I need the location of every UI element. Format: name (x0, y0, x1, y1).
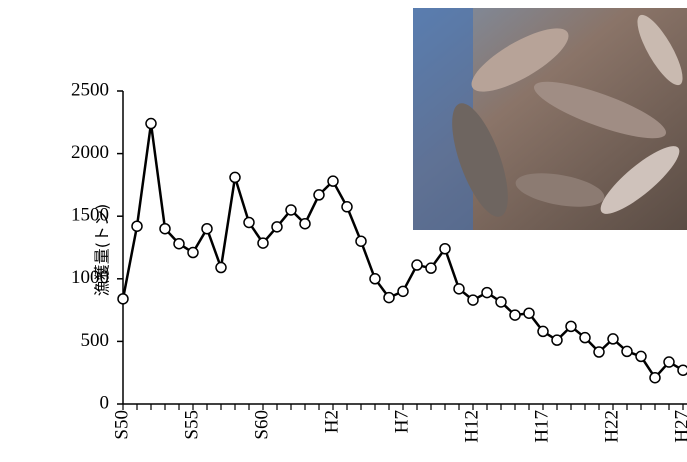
data-point (426, 263, 436, 273)
data-point (118, 294, 128, 304)
page: {"chart_data": {"type": "line", "y_label… (0, 0, 687, 462)
y-tick-label: 2000 (71, 142, 109, 163)
data-point (468, 295, 478, 305)
data-point (230, 172, 240, 182)
data-point (216, 263, 226, 273)
data-point (622, 346, 632, 356)
data-point (384, 293, 394, 303)
data-point (594, 347, 604, 357)
data-point (314, 190, 324, 200)
data-point (636, 351, 646, 361)
data-point (370, 274, 380, 284)
data-point (440, 244, 450, 254)
x-tick-label: H27 (671, 410, 687, 443)
data-point (678, 365, 687, 375)
data-point (608, 334, 618, 344)
y-tick-label: 500 (81, 330, 110, 351)
data-point (244, 217, 254, 227)
data-point (524, 308, 534, 318)
y-tick-label: 1000 (71, 267, 109, 288)
data-point (342, 202, 352, 212)
data-point (146, 119, 156, 129)
data-point (482, 288, 492, 298)
y-tick-label: 2500 (71, 79, 109, 100)
data-point (160, 224, 170, 234)
data-point (510, 310, 520, 320)
data-point (300, 219, 310, 229)
y-tick-label: 1500 (71, 205, 109, 226)
x-tick-label: H22 (601, 410, 622, 443)
data-point (580, 333, 590, 343)
data-point (132, 221, 142, 231)
x-tick-label: S50 (111, 410, 132, 440)
x-tick-label: S60 (251, 410, 272, 440)
y-tick-label: 0 (100, 392, 110, 413)
data-point (412, 260, 422, 270)
x-tick-label: S55 (181, 410, 202, 440)
data-point (258, 238, 268, 248)
data-point (398, 286, 408, 296)
data-point (496, 297, 506, 307)
data-point (174, 239, 184, 249)
data-point (664, 357, 674, 367)
data-point (356, 236, 366, 246)
x-tick-label: H17 (531, 410, 552, 443)
data-point (286, 205, 296, 215)
photo (413, 8, 687, 230)
data-point (328, 176, 338, 186)
data-point (454, 284, 464, 294)
x-tick-label: H2 (321, 410, 342, 433)
data-point (552, 335, 562, 345)
x-tick-label: H12 (461, 410, 482, 443)
data-point (538, 326, 548, 336)
data-point (188, 248, 198, 258)
data-point (650, 373, 660, 383)
x-tick-label: H7 (391, 410, 412, 433)
data-point (566, 321, 576, 331)
data-point (272, 222, 282, 232)
data-point (202, 224, 212, 234)
chart: 漁獲量(トン) 05001000150020002500S50S55S60H2H… (0, 0, 687, 462)
